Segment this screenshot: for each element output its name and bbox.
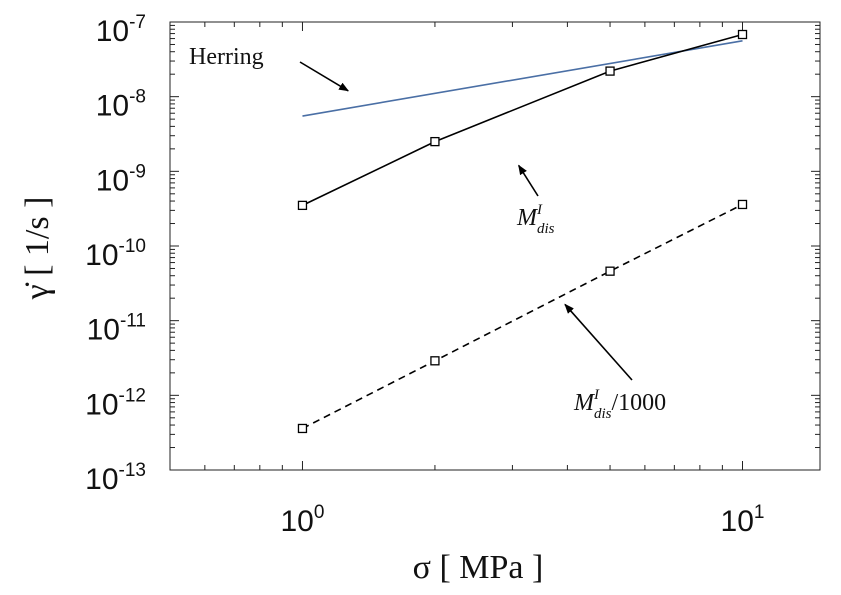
annotation-label-mdis: MI dis [516, 202, 555, 237]
series-line-1 [302, 33, 743, 207]
y-tick-label: 10-8 [96, 87, 146, 123]
series-1-point-0 [297, 200, 308, 211]
series-line-2 [302, 203, 743, 430]
y-tick-label: 10-9 [96, 161, 146, 197]
annotation-arrow-herring [299, 61, 350, 92]
series-2-point-3 [737, 199, 748, 210]
annotation-arrow-mdis-1000 [564, 303, 633, 381]
plot-area [170, 22, 820, 470]
annotation-arrow-mdis [518, 164, 539, 197]
y-tick-label: 10-10 [85, 236, 146, 272]
y-tick-label: 10-12 [85, 385, 146, 421]
x-tick-label: 100 [280, 502, 324, 538]
series-line-0 [302, 40, 743, 117]
x-tick-label: 101 [721, 502, 765, 538]
annotation-label-herring: Herring [189, 44, 264, 70]
series-1-point-2 [605, 66, 615, 76]
y-tick-label: 10-13 [85, 460, 146, 496]
series-1-point-3 [737, 29, 748, 40]
x-axis-label: σ [ MPa ] [413, 549, 544, 586]
series-2-point-1 [430, 356, 440, 366]
series-1-point-1 [430, 136, 440, 147]
plot-frame [169, 21, 821, 471]
y-tick-label: 10-11 [87, 311, 146, 347]
annotation-label-mdis-1000: MI dis/1000 [573, 387, 666, 422]
y-axis-label: γ̇ [ 1/s ] [19, 197, 56, 301]
series-2-point-0 [297, 423, 308, 434]
y-tick-label: 10-7 [96, 12, 146, 48]
series-2-point-2 [605, 266, 615, 276]
